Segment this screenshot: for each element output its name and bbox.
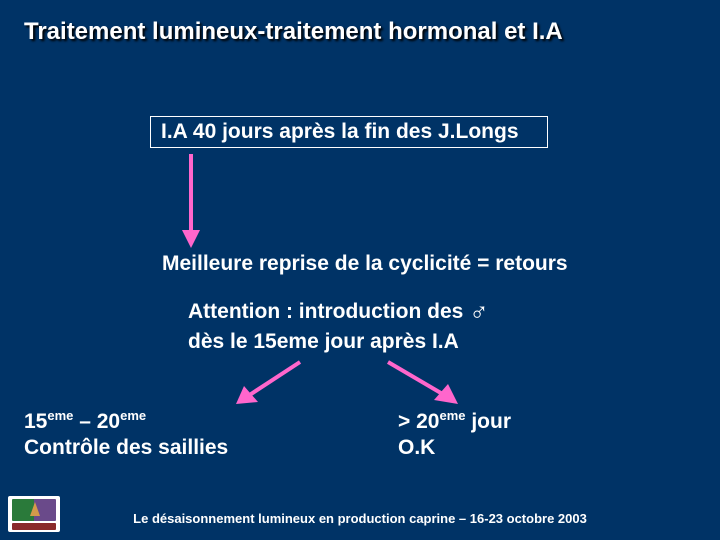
box-ia-40-jours: I.A 40 jours après la fin des J.Longs (150, 116, 548, 148)
right-gt20: > 20 (398, 410, 439, 433)
left-sup1: eme (47, 408, 73, 423)
box-ia-text: I.A 40 jours après la fin des J.Longs (161, 120, 519, 144)
attention-part-1: Attention : introduction des (188, 300, 469, 323)
text-meilleure-reprise: Meilleure reprise de la cyclicité = reto… (162, 252, 568, 276)
left-sup2: eme (120, 408, 146, 423)
text-attention: Attention : introduction des ♂ dès le 15… (188, 296, 489, 355)
arrow-down-icon (182, 154, 200, 248)
arrow-down-left-icon (230, 358, 310, 410)
footer-text: Le désaisonnement lumineux en production… (0, 511, 720, 526)
left-controle: Contrôle des saillies (24, 436, 228, 459)
text-15-20-eme: 15eme – 20eme Contrôle des saillies (24, 408, 228, 462)
male-symbol-icon: ♂ (469, 296, 489, 329)
right-jour: jour (466, 410, 512, 433)
arrow-down-right-icon (380, 358, 470, 410)
attention-part-2: dès le 15eme jour après I.A (188, 330, 459, 353)
text-20-eme-jour: > 20eme jour O.K (398, 408, 511, 462)
left-15: 15 (24, 410, 47, 433)
left-mid: – 20 (73, 410, 120, 433)
right-ok: O.K (398, 436, 435, 459)
slide-title: Traitement lumineux-traitement hormonal … (24, 18, 563, 46)
right-sup: eme (439, 408, 465, 423)
